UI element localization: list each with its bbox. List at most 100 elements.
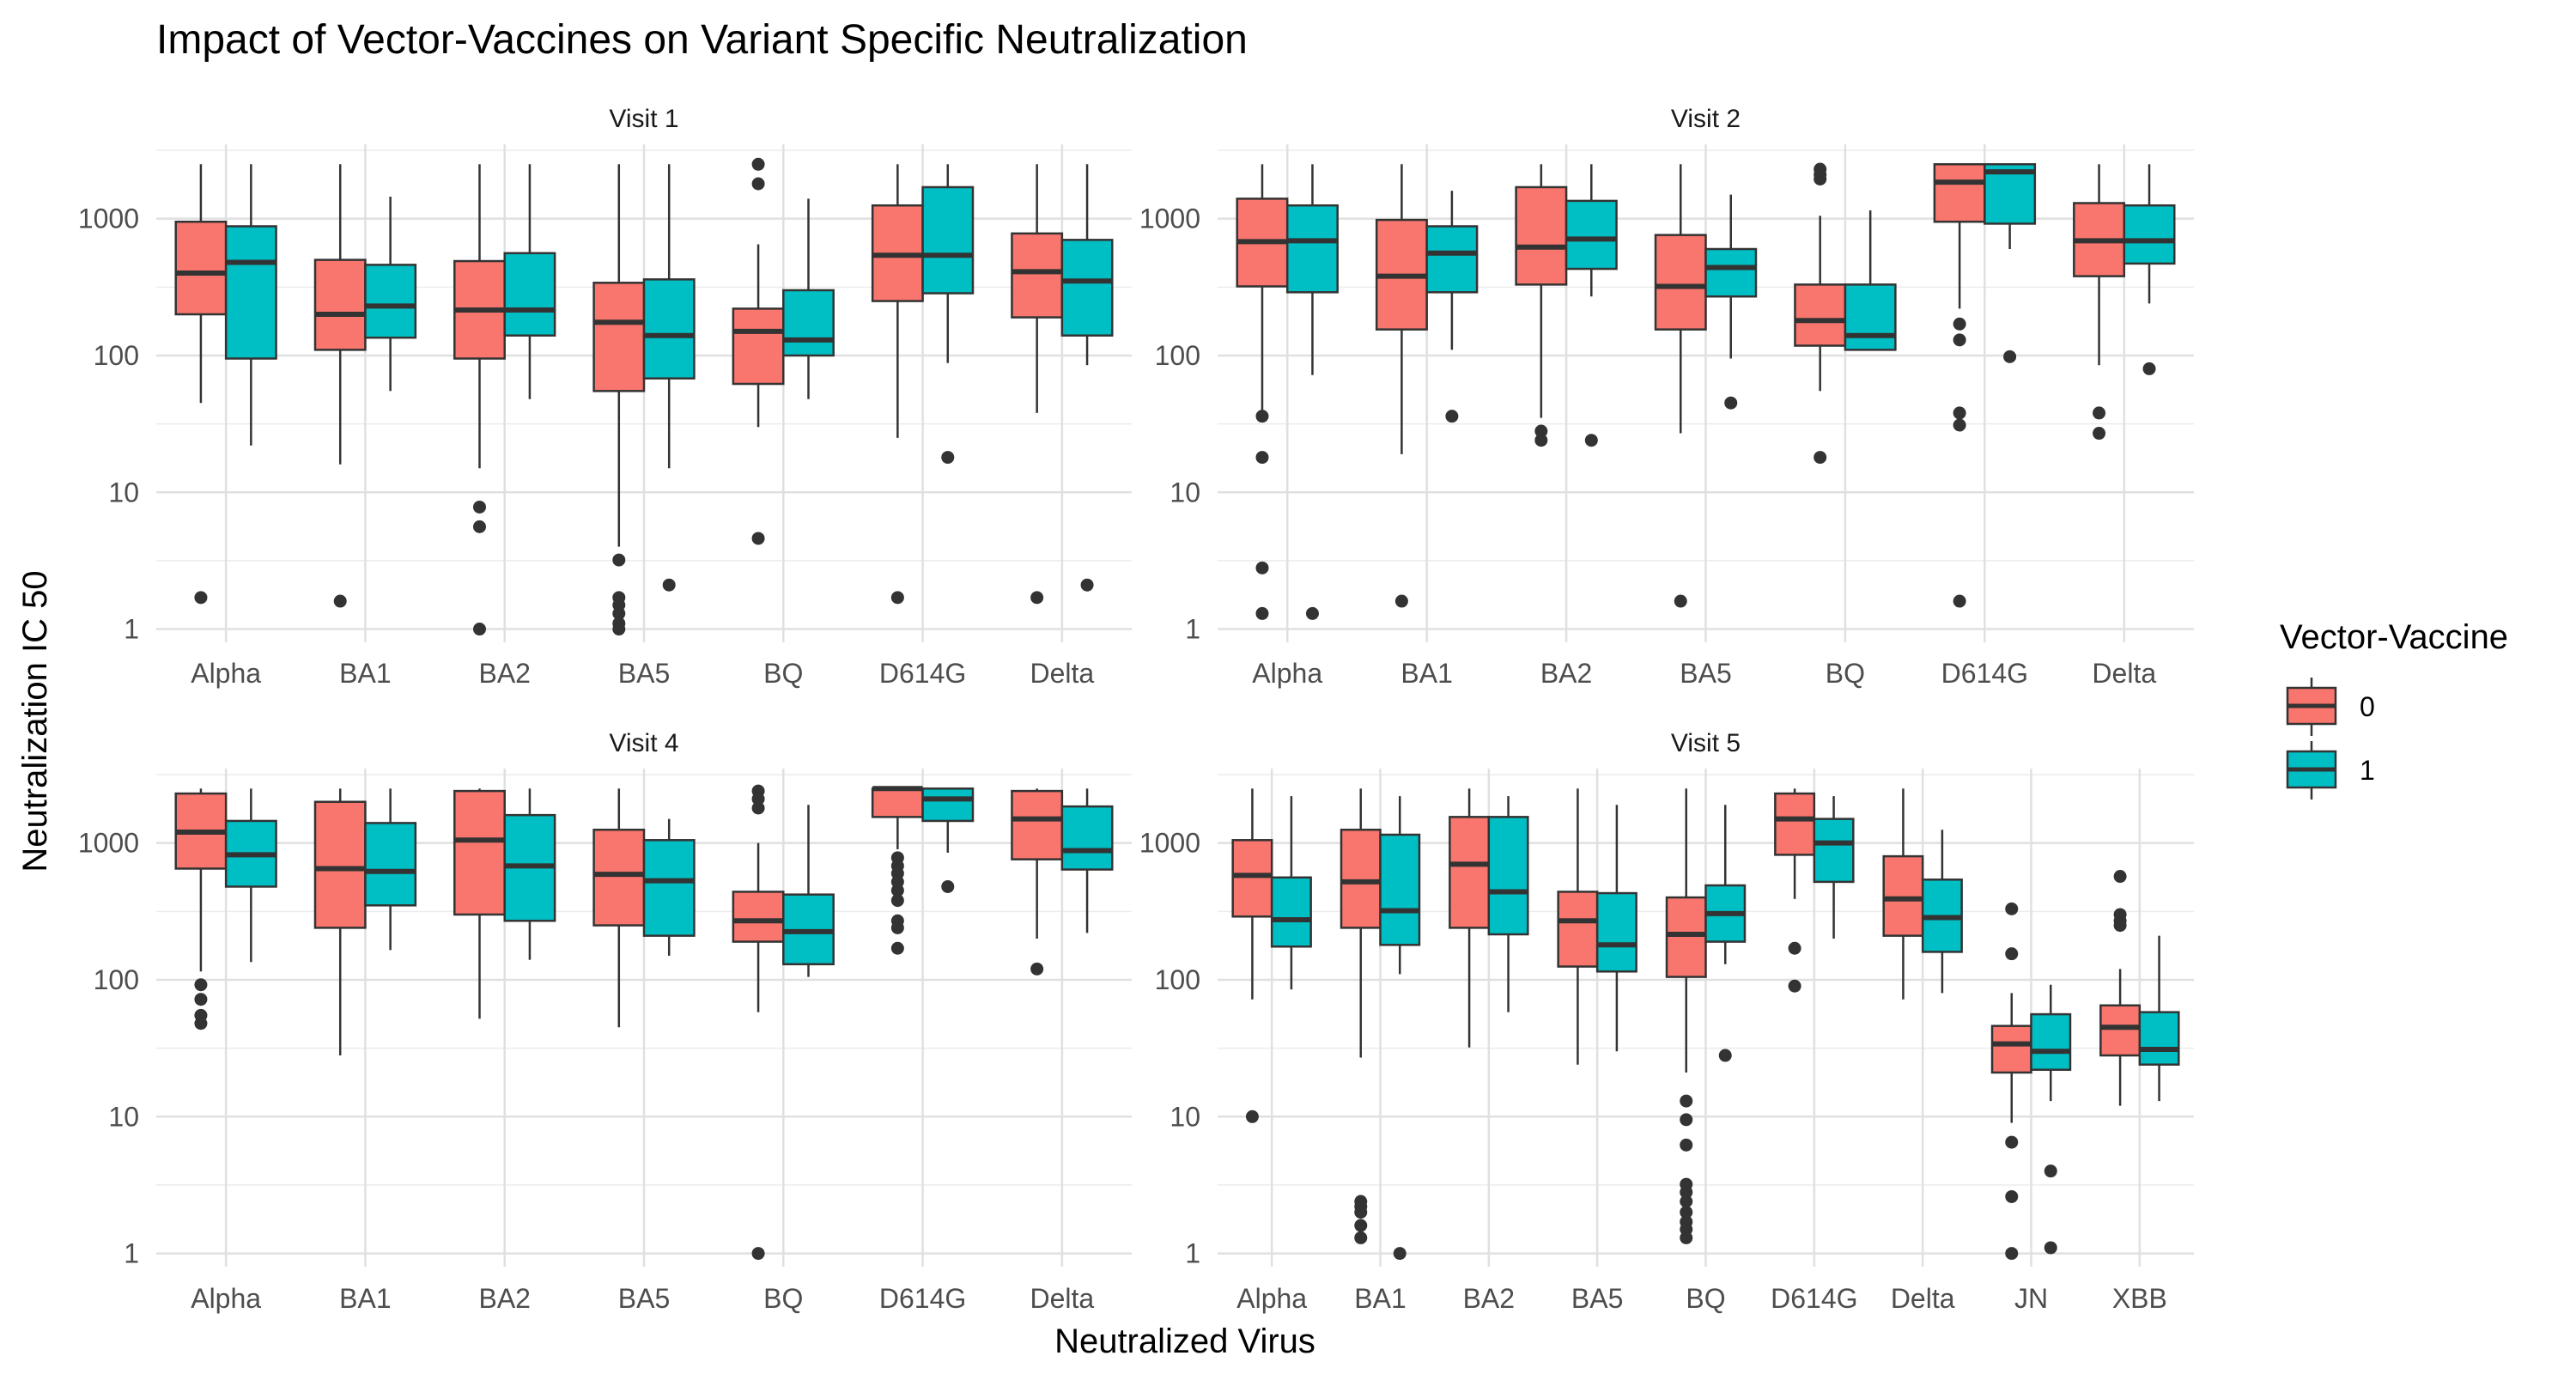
box-body — [453, 789, 506, 916]
x-tick-label: Alpha — [191, 1283, 261, 1314]
legend-item-label: 0 — [2360, 691, 2375, 722]
box-body — [642, 278, 696, 380]
outlier-point — [1354, 1219, 1368, 1232]
outlier-point — [1953, 594, 1966, 608]
box-BQ-series-0 — [1665, 788, 1707, 1244]
outlier-point — [1445, 410, 1459, 423]
x-tick-label: XBB — [2112, 1283, 2167, 1314]
box-body — [1340, 828, 1382, 929]
outlier-point — [751, 801, 765, 815]
outlier-point — [612, 606, 626, 620]
x-tick-label: Alpha — [1252, 658, 1322, 689]
box-D614G-series-0 — [871, 164, 924, 605]
x-tick-label: BA1 — [1400, 658, 1452, 689]
box-JN-series-0 — [1990, 902, 2032, 1261]
x-tick-label: BQ — [1826, 658, 1865, 689]
outlier-point — [2005, 1135, 2019, 1149]
panel-strip-label: Visit 5 — [1671, 729, 1741, 757]
box-BA2-series-0 — [453, 788, 506, 1019]
box-BA2-series-1 — [1487, 796, 1529, 1012]
box-body — [642, 839, 696, 937]
x-tick-label: BA1 — [339, 1283, 391, 1314]
box-body — [224, 225, 277, 360]
outlier-point — [1953, 406, 1966, 420]
box-body — [1665, 896, 1707, 978]
box-Delta-series-0 — [1011, 788, 1064, 976]
y-tick-label: 10 — [108, 477, 139, 508]
box-Delta-series-0 — [1882, 788, 1924, 1000]
y-tick-label: 10 — [108, 1101, 139, 1132]
outlier-point — [1724, 396, 1738, 410]
box-BA1-series-0 — [313, 788, 367, 1056]
box-BA5-series-1 — [1595, 805, 1637, 1052]
x-tick-label: BA5 — [1680, 658, 1731, 689]
box-body — [1270, 876, 1312, 948]
box-D614G-series-1 — [1813, 796, 1855, 939]
outlier-point — [2113, 919, 2127, 933]
box-body — [592, 828, 646, 927]
box-Alpha-series-1 — [224, 788, 277, 963]
x-tick-label: BA2 — [1463, 1283, 1515, 1314]
box-body — [1882, 854, 1924, 937]
box-BA1-series-0 — [1340, 788, 1382, 1244]
outlier-point — [751, 177, 765, 191]
outlier-point — [1718, 1049, 1732, 1062]
box-body — [2030, 1012, 2072, 1071]
chart-title: Impact of Vector-Vaccines on Variant Spe… — [156, 17, 1248, 63]
box-body — [1794, 283, 1847, 347]
box-D614G-series-1 — [1984, 163, 2037, 363]
outlier-point — [1255, 451, 1269, 465]
box-body — [2138, 1011, 2180, 1066]
box-BA2-series-0 — [1449, 788, 1491, 1048]
box-BQ-series-0 — [732, 784, 785, 1261]
box-body — [1231, 839, 1273, 918]
outlier-point — [1680, 1113, 1693, 1127]
box-D614G-series-0 — [1774, 788, 1816, 993]
y-tick-label: 100 — [1155, 340, 1200, 371]
y-tick-label: 1000 — [1139, 828, 1200, 859]
outlier-point — [662, 578, 676, 592]
box-BA5-series-0 — [592, 164, 646, 636]
box-Delta-series-0 — [2073, 164, 2126, 441]
box-Delta-series-0 — [1011, 164, 1064, 605]
box-body — [2123, 204, 2176, 265]
outlier-point — [473, 500, 487, 514]
box-D614G-series-0 — [871, 786, 924, 955]
box-BQ-series-1 — [1704, 805, 1747, 1062]
outlier-point — [1080, 578, 1094, 592]
x-tick-label: Alpha — [1236, 1283, 1307, 1314]
box-Alpha-series-1 — [1270, 796, 1312, 990]
outlier-point — [751, 157, 765, 171]
legend-item-0: 0 — [2286, 678, 2375, 736]
box-body — [364, 822, 417, 907]
box-Delta-series-1 — [1060, 164, 1114, 592]
box-BQ-series-0 — [732, 157, 785, 545]
x-tick-label: Alpha — [191, 658, 261, 689]
outlier-point — [1393, 1247, 1406, 1261]
outlier-point — [1788, 979, 1801, 993]
facet-panel-3: Visit 4 1 10 100 1000 Alpha BA1 BA2 BA5 BQ D614G De… — [78, 729, 1132, 1314]
outlier-point — [1680, 1094, 1693, 1108]
panel-strip-label: Visit 4 — [609, 729, 678, 757]
outlier-point — [1534, 434, 1548, 447]
box-BQ-series-0 — [1794, 162, 1847, 465]
box-body — [1990, 1024, 2032, 1074]
y-tick-label: 10 — [1170, 1101, 1200, 1132]
y-tick-label: 100 — [94, 340, 139, 371]
box-body — [503, 252, 556, 337]
outlier-point — [1245, 1110, 1259, 1123]
box-body — [1060, 239, 1114, 337]
box-BA1-series-1 — [364, 196, 417, 392]
outlier-point — [751, 532, 765, 545]
outlier-point — [1255, 561, 1269, 575]
y-tick-label: 1000 — [1139, 204, 1200, 234]
facet-panel-1: Visit 1 1 10 100 1000 Alpha BA1 BA2 BA5 BQ D614G De… — [78, 105, 1132, 689]
outlier-point — [1255, 606, 1269, 620]
box-BQ-series-1 — [1844, 210, 1897, 351]
outlier-point — [941, 451, 955, 465]
outlier-point — [2003, 350, 2017, 363]
outlier-point — [194, 993, 208, 1006]
box-BA1-series-0 — [313, 164, 367, 608]
outlier-point — [890, 894, 904, 908]
